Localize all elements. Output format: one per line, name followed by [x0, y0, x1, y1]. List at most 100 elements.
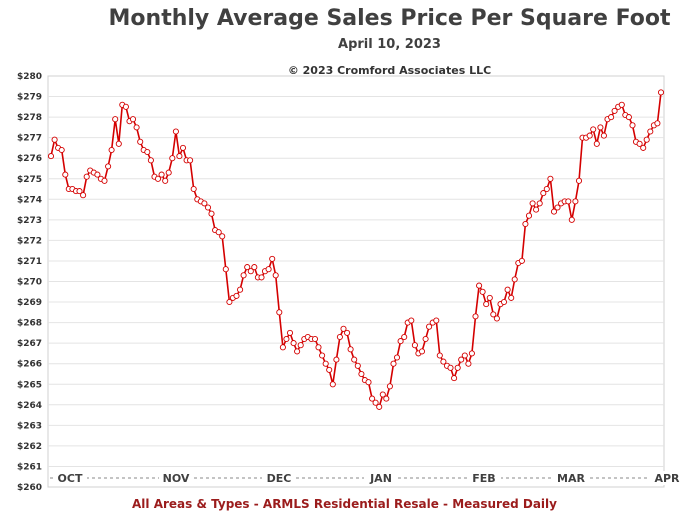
data-point — [176, 153, 183, 160]
data-point — [476, 282, 483, 289]
data-point — [311, 335, 319, 343]
data-point — [179, 144, 187, 151]
data-point — [208, 210, 215, 217]
data-point — [290, 340, 297, 347]
data-point — [458, 356, 465, 363]
data-point — [593, 140, 600, 147]
data-point — [408, 317, 415, 324]
data-point — [543, 185, 550, 193]
data-point — [461, 352, 468, 359]
y-tick-label: $278 — [17, 113, 42, 123]
data-point — [51, 136, 58, 143]
data-point — [365, 379, 372, 386]
data-point — [483, 301, 490, 308]
y-tick-label: $275 — [17, 175, 42, 185]
data-point — [190, 185, 197, 193]
y-tick-label: $270 — [17, 278, 42, 288]
data-point — [129, 116, 137, 123]
data-point — [247, 268, 254, 275]
data-point — [158, 171, 165, 178]
data-point — [112, 116, 119, 123]
data-point — [329, 381, 336, 388]
data-point — [219, 233, 226, 240]
data-point — [500, 298, 508, 306]
data-point — [94, 171, 101, 178]
data-point — [154, 175, 162, 182]
data-point — [372, 399, 379, 406]
data-point — [479, 288, 486, 295]
x-tick-label: JAN — [369, 472, 392, 485]
x-tick-bg — [650, 471, 684, 485]
y-tick-label: $263 — [17, 421, 42, 431]
chart-subtitle: April 10, 2023 — [338, 37, 441, 52]
data-point — [529, 200, 536, 207]
y-tick-label: $264 — [17, 401, 42, 411]
data-point — [511, 276, 518, 283]
data-point — [83, 173, 90, 180]
y-tick-label: $271 — [17, 257, 42, 267]
y-tick-label: $261 — [17, 462, 42, 472]
data-point — [454, 364, 461, 371]
y-tick-label: $272 — [17, 236, 42, 246]
data-point — [629, 122, 636, 129]
data-point — [654, 120, 661, 127]
data-point — [447, 364, 454, 371]
y-tick-label: $279 — [17, 93, 42, 103]
data-point — [115, 140, 122, 147]
data-point — [397, 338, 404, 345]
data-point — [169, 155, 176, 162]
data-point — [319, 352, 326, 359]
x-tick-bg — [364, 471, 398, 485]
data-point — [647, 128, 654, 135]
data-point — [269, 255, 276, 262]
data-point — [525, 212, 533, 219]
grid-lines — [47, 75, 665, 488]
data-point — [340, 325, 347, 332]
data-point — [354, 362, 361, 369]
x-tick-label: DEC — [267, 472, 292, 485]
data-point — [58, 146, 65, 154]
data-point — [640, 144, 647, 151]
y-tick-label: $268 — [17, 319, 42, 329]
data-point — [636, 140, 643, 147]
y-tick-label: $276 — [17, 154, 42, 164]
y-tick-label: $274 — [17, 195, 42, 205]
data-point — [522, 220, 529, 228]
x-tick-bg — [262, 471, 296, 485]
y-tick-label: $269 — [17, 298, 42, 308]
data-point — [276, 309, 283, 316]
x-tick-label: FEB — [472, 472, 495, 485]
data-point — [251, 264, 258, 271]
data-point — [147, 157, 154, 164]
data-point — [411, 342, 418, 349]
data-point — [547, 175, 554, 182]
data-point — [533, 206, 540, 213]
data-point — [244, 264, 251, 271]
data-point — [625, 114, 632, 121]
x-axis: OCT NOV DEC JAN FEB MAR APR — [50, 471, 684, 485]
y-tick-label: $260 — [17, 483, 42, 493]
data-point — [379, 391, 386, 398]
data-point — [393, 354, 401, 361]
x-tick-label: MAR — [557, 472, 585, 485]
data-point — [575, 177, 583, 184]
data-point — [222, 266, 229, 273]
data-point — [472, 313, 479, 320]
data-point — [440, 358, 447, 365]
data-point — [386, 383, 393, 390]
data-point — [297, 342, 304, 349]
y-axis: $260 $261 $262 $263 $264 $265 $266 $267 $268 $269… — [17, 72, 42, 493]
data-point — [279, 344, 286, 351]
x-tick-label: OCT — [58, 472, 83, 485]
data-point — [80, 192, 87, 199]
data-point — [465, 360, 472, 367]
data-point — [657, 89, 665, 96]
y-tick-label: $273 — [17, 216, 42, 226]
data-point — [608, 114, 615, 121]
data-point — [62, 171, 69, 178]
data-point — [540, 190, 547, 197]
data-point — [108, 146, 115, 154]
data-point — [105, 163, 112, 170]
data-point — [172, 128, 179, 135]
